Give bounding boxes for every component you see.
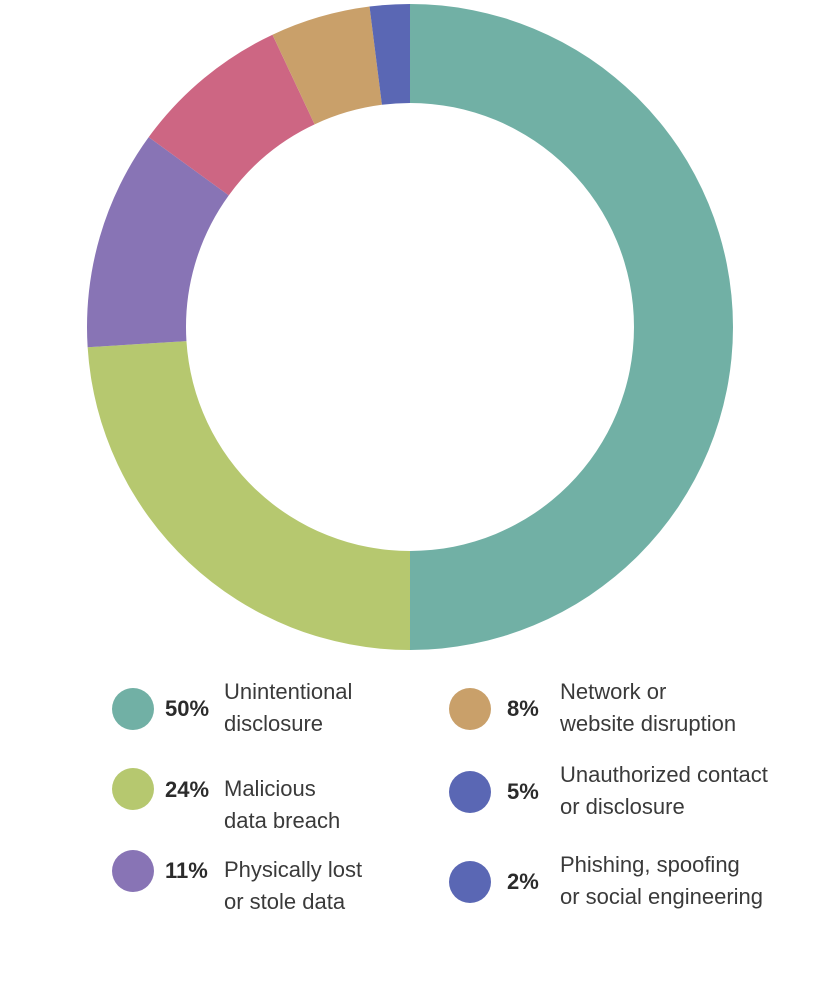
legend-percent: 11% — [165, 858, 208, 883]
legend-label: Unauthorized contact or disclosure — [560, 759, 768, 823]
legend-label-line1: Unauthorized contact — [560, 762, 768, 787]
donut-slice-unintentional-disclosure — [410, 4, 733, 650]
legend-label-line2: or disclosure — [560, 794, 685, 819]
donut-slice-network-or-website-disruption — [148, 34, 315, 196]
donut-slice-malicious-data-breach — [87, 341, 411, 650]
legend-label: Phishing, spoofing or social engineering — [560, 849, 763, 913]
legend-percent: 2% — [507, 869, 539, 894]
legend-label-line2: or social engineering — [560, 884, 764, 909]
donut-slice-physically-lost-or-stole-data — [87, 137, 229, 348]
legend-label: Network or website disruption — [560, 676, 736, 740]
donut-slices — [87, 4, 733, 650]
legend-label-line2: or stole data — [224, 889, 346, 914]
legend-label-line2: data breach — [224, 808, 341, 833]
donut-slice-phishing-spoofing-or-social-engineering — [369, 4, 410, 105]
legend-label: Unintentional disclosure — [224, 676, 352, 740]
legend-item-network-disruption: 8% Network or website disruption — [447, 678, 817, 748]
legend-swatch — [449, 688, 491, 730]
legend-percent: 5% — [507, 779, 539, 804]
donut-chart — [87, 4, 733, 650]
legend-swatch — [112, 768, 154, 810]
legend-item-malicious-data-breach: 24% Malicious data breach — [110, 768, 410, 845]
legend-percent: 50% — [165, 696, 210, 721]
legend-item-unauthorized-contact: 5% Unauthorized contact or disclosure — [447, 761, 817, 831]
legend-swatch — [112, 688, 154, 730]
legend-label: Malicious data breach — [224, 773, 340, 837]
legend-percent: 8% — [507, 696, 539, 721]
legend-label-line1: Network or — [560, 679, 667, 704]
legend-label-line1: Physically lost — [224, 857, 363, 882]
legend-item-physically-lost: 11% Physically lost or stole data — [110, 850, 410, 926]
legend-item-unintentional-disclosure: 50% Unintentional disclosure — [110, 678, 410, 748]
legend-label-line1: Malicious — [224, 776, 316, 801]
legend-label-line2: disclosure — [224, 711, 324, 736]
legend-label: Physically lost or stole data — [224, 854, 362, 918]
legend-item-phishing: 2% Phishing, spoofing or social engineer… — [447, 851, 817, 921]
legend-label-line1: Phishing, spoofing — [560, 852, 740, 877]
legend-swatch — [112, 850, 154, 892]
legend-label-line1: Unintentional — [224, 679, 353, 704]
legend-swatch — [449, 861, 491, 903]
donut-slice-unauthorized-contact-or-disclosure — [272, 6, 382, 125]
legend-label-line2: website disruption — [560, 711, 737, 736]
legend-percent: 24% — [165, 777, 210, 802]
legend-swatch — [449, 771, 491, 813]
